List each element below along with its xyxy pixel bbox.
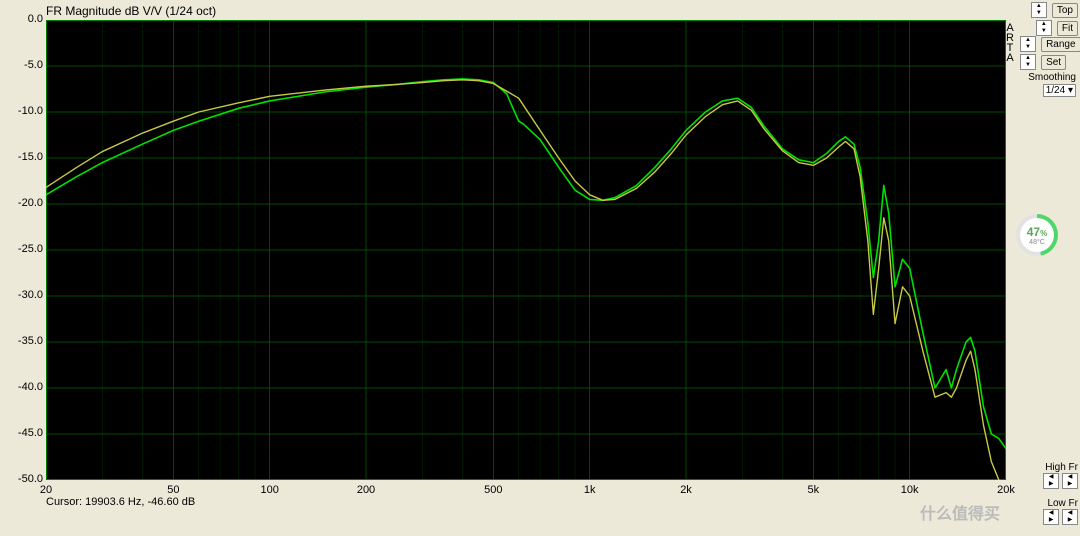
xtick-label: 20 [40,484,52,496]
arta-logo-label: ARTA [1004,22,1016,62]
xtick-label: 50 [167,484,179,496]
xtick-label: 10k [901,484,919,496]
smoothing-label: Smoothing [1028,72,1076,83]
ytick-label: -5.0 [3,59,43,71]
xtick-label: 1k [584,484,596,496]
xtick-label: 500 [484,484,502,496]
ytick-label: -50.0 [3,473,43,485]
ytick-label: -45.0 [3,427,43,439]
ytick-label: -25.0 [3,243,43,255]
lowfr-right-spinner[interactable]: ◀▶ [1062,509,1078,525]
top-spinner[interactable]: ▲▼ [1031,2,1047,18]
ytick-label: -30.0 [3,289,43,301]
system-gauge-widget[interactable]: 47% 48°C [1016,214,1058,256]
chart-plot-area[interactable] [46,20,1006,480]
cursor-readout: Cursor: 19903.6 Hz, -46.60 dB [46,496,195,508]
xtick-label: 20k [997,484,1015,496]
ytick-label: 0.0 [3,13,43,25]
highfr-right-spinner[interactable]: ◀▶ [1062,473,1078,489]
watermark-text: 什么值得买 [920,500,1000,524]
set-button[interactable]: Set [1041,55,1066,70]
chart-svg [46,20,1006,480]
fit-button[interactable]: Fit [1057,21,1078,36]
gauge-temp: 48°C [1029,239,1045,246]
ytick-label: -20.0 [3,197,43,209]
chart-title: FR Magnitude dB V/V (1/24 oct) [46,4,216,18]
ytick-label: -10.0 [3,105,43,117]
lowfr-label: Low Fr [1043,498,1078,509]
highfr-label: High Fr [1043,462,1078,473]
ytick-label: -15.0 [3,151,43,163]
xtick-label: 100 [260,484,278,496]
fit-spinner[interactable]: ▲▼ [1036,20,1052,36]
top-button[interactable]: Top [1052,3,1078,18]
xtick-label: 5k [808,484,820,496]
gauge-percent: 47% [1027,225,1047,239]
ytick-label: -35.0 [3,335,43,347]
highfr-left-spinner[interactable]: ◀▶ [1043,473,1059,489]
smoothing-select[interactable]: 1/24 ▾ [1043,84,1076,97]
range-spinner[interactable]: ▲▼ [1020,36,1036,52]
set-spinner[interactable]: ▲▼ [1020,54,1036,70]
xtick-label: 200 [357,484,375,496]
lowfr-left-spinner[interactable]: ◀▶ [1043,509,1059,525]
ytick-label: -40.0 [3,381,43,393]
xtick-label: 2k [680,484,692,496]
range-button[interactable]: Range [1041,37,1080,52]
